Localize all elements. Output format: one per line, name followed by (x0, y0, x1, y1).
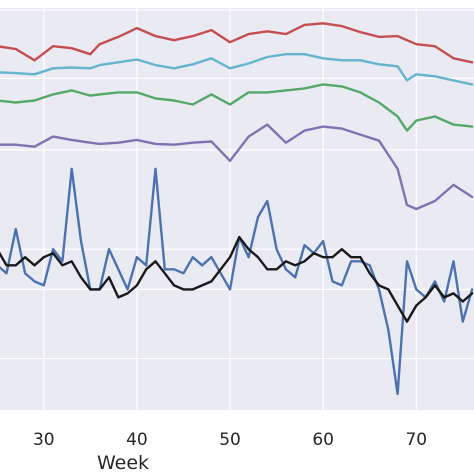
series-line-4 (0, 123, 474, 211)
x-axis-label: Week (97, 452, 149, 474)
series-group (0, 22, 474, 396)
gridlines (0, 8, 474, 410)
series-line-5 (0, 167, 474, 396)
series-line-3 (0, 83, 474, 132)
x-tick-label-70: 70 (405, 430, 427, 450)
series-line-2 (0, 53, 474, 86)
x-tick-label-50: 50 (219, 430, 241, 450)
x-tick-label-30: 30 (33, 430, 55, 450)
x-tick-label-40: 40 (126, 430, 148, 450)
x-tick-label-60: 60 (312, 430, 334, 450)
series-line-1 (0, 22, 474, 64)
x-axis-ticks: 30 40 50 60 70 (33, 430, 427, 450)
series-line-6 (0, 235, 474, 323)
plot-area (0, 8, 474, 410)
